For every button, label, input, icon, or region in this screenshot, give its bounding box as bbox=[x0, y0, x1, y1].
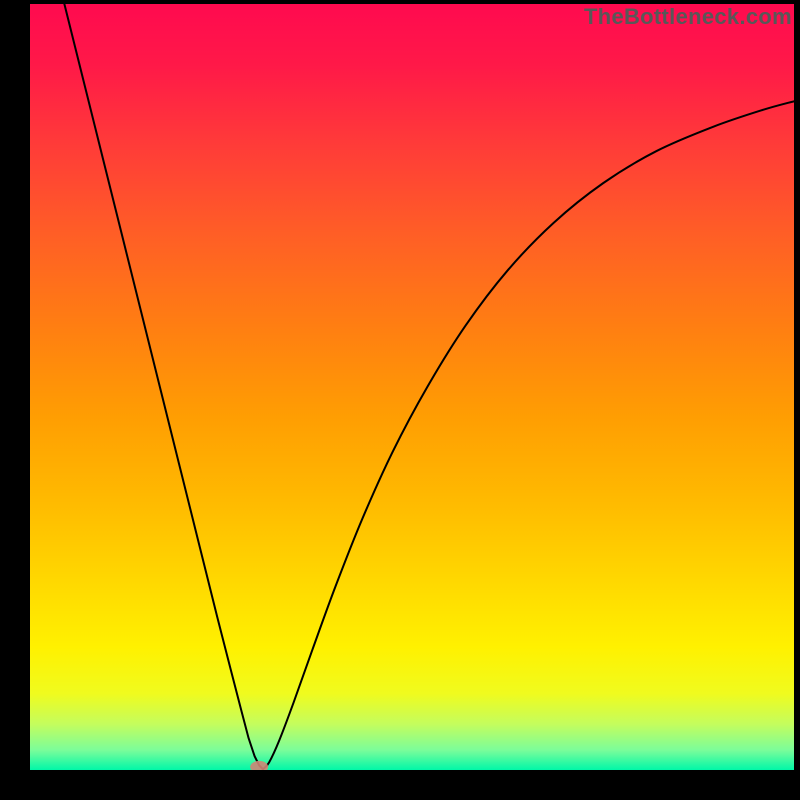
plot-svg bbox=[30, 4, 794, 770]
plot-area bbox=[30, 4, 794, 770]
watermark-text: TheBottleneck.com bbox=[584, 4, 792, 30]
gradient-background bbox=[30, 4, 794, 770]
chart-frame: TheBottleneck.com bbox=[0, 0, 800, 800]
